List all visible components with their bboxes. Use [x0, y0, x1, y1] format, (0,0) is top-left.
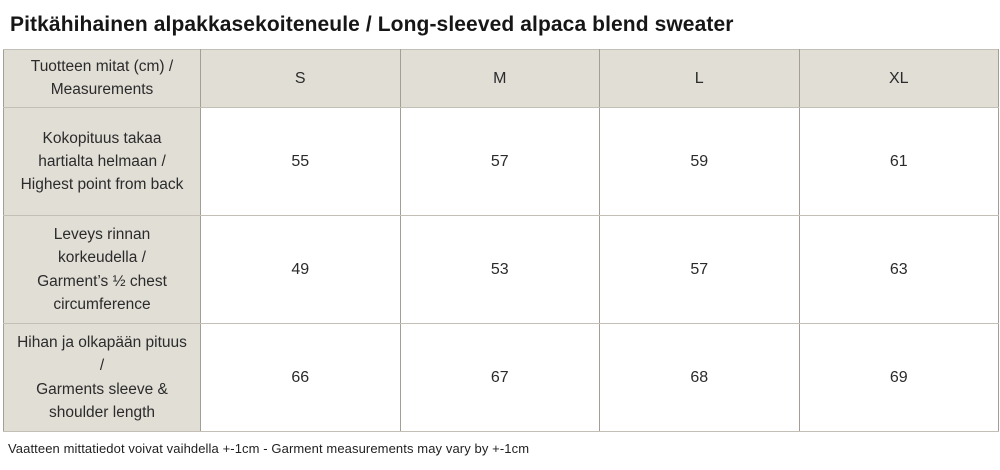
- value-chest-width-m: 53: [399, 215, 600, 324]
- value-sleeve-length-s: 66: [200, 323, 401, 432]
- value-total-length-l: 59: [599, 107, 800, 216]
- value-sleeve-length-m: 67: [399, 323, 600, 432]
- header-size-xl: XL: [798, 49, 999, 108]
- value-total-length-xl: 61: [798, 107, 999, 216]
- table-row-total-length: Kokopituus takaa hartialta helmaan / Hig…: [3, 107, 999, 216]
- row-label-chest-width: Leveys rinnan korkeudella / Garment’s ½ …: [3, 215, 201, 324]
- measurement-tolerance-note: Vaatteen mittatiedot voivat vaihdella +-…: [8, 441, 530, 456]
- value-sleeve-length-xl: 69: [798, 323, 999, 432]
- header-size-s: S: [200, 49, 401, 108]
- header-measurements-label: Tuotteen mitat (cm) / Measurements: [3, 49, 201, 108]
- size-chart-table: Tuotteen mitat (cm) / Measurements S M L…: [3, 49, 999, 432]
- header-size-l: L: [599, 49, 800, 108]
- page-title: Pitkähihainen alpakkasekoiteneule / Long…: [10, 13, 734, 36]
- value-total-length-m: 57: [399, 107, 600, 216]
- header-size-m: M: [399, 49, 600, 108]
- row-label-total-length: Kokopituus takaa hartialta helmaan / Hig…: [3, 107, 201, 216]
- value-sleeve-length-l: 68: [599, 323, 800, 432]
- value-chest-width-xl: 63: [798, 215, 999, 324]
- table-row-sleeve-length: Hihan ja olkapään pituus / Garments slee…: [3, 323, 999, 432]
- row-label-sleeve-length: Hihan ja olkapään pituus / Garments slee…: [3, 323, 201, 432]
- value-chest-width-s: 49: [200, 215, 401, 324]
- table-header-row: Tuotteen mitat (cm) / Measurements S M L…: [3, 49, 999, 108]
- value-chest-width-l: 57: [599, 215, 800, 324]
- table-row-chest-width: Leveys rinnan korkeudella / Garment’s ½ …: [3, 215, 999, 324]
- value-total-length-s: 55: [200, 107, 401, 216]
